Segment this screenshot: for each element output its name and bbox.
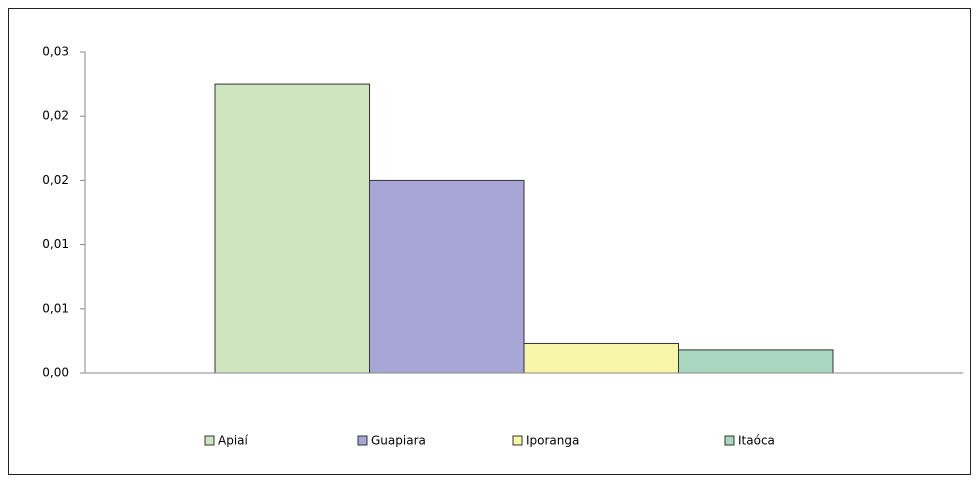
- bar: [523, 342, 679, 374]
- y-tick-label: 0,00: [42, 366, 69, 380]
- legend-label: Itaóca: [738, 434, 775, 448]
- legend-swatch: [512, 435, 523, 446]
- bar: [214, 83, 370, 374]
- legend-swatch: [357, 435, 368, 446]
- bar: [678, 349, 834, 374]
- y-tick-label: 0,01: [42, 237, 69, 251]
- legend-swatch: [724, 435, 735, 446]
- legend-label: Iporanga: [526, 434, 579, 448]
- legend-label: Apiaí: [218, 434, 249, 448]
- legend-label: Guapiara: [371, 434, 426, 448]
- legend-swatch: [204, 435, 215, 446]
- y-tick-label: 0,03: [42, 45, 69, 59]
- y-tick-label: 0,01: [42, 301, 69, 315]
- y-tick-label: 0,02: [42, 173, 69, 187]
- y-tick-label: 0,02: [42, 109, 69, 123]
- bar: [369, 179, 525, 374]
